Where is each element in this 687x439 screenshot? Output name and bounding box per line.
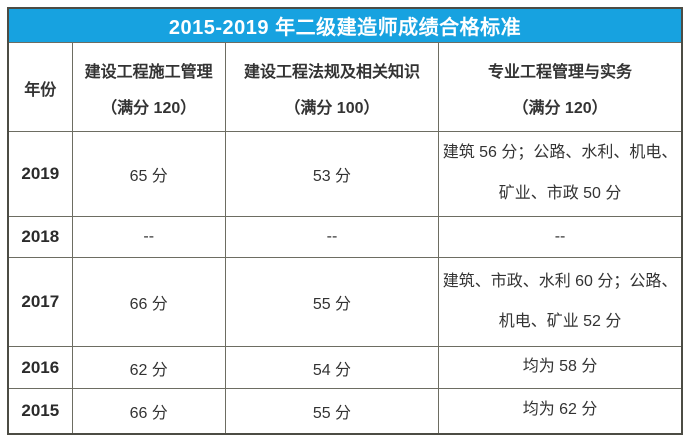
- regulations-score-cell: 55 分: [224, 257, 440, 348]
- col-header-year: 年份: [7, 41, 73, 132]
- year-cell: 2015: [7, 388, 73, 435]
- regulations-score-cell: 54 分: [224, 346, 440, 390]
- pass-score-table: 2015-2019 年二级建造师成绩合格标准 年份 建设工程施工管理 （满分 1…: [7, 7, 683, 435]
- management-score-cell: 65 分: [71, 130, 226, 217]
- practice-score-cell: 建筑、市政、水利 60 分；公路、机电、矿业 52 分: [438, 257, 683, 348]
- col-header-management-sub: （满分 120）: [101, 99, 197, 117]
- year-cell: 2019: [7, 130, 73, 217]
- col-header-practice-label: 专业工程管理与实务: [488, 63, 633, 81]
- col-header-practice: 专业工程管理与实务 （满分 120）: [438, 41, 683, 132]
- practice-score-cell: 建筑 56 分；公路、水利、机电、矿业、市政 50 分: [438, 130, 683, 217]
- management-score-cell: 66 分: [71, 388, 226, 435]
- management-score-cell: 62 分: [71, 346, 226, 390]
- year-cell: 2016: [7, 346, 73, 390]
- practice-score-cell: --: [438, 215, 683, 259]
- col-header-regulations: 建设工程法规及相关知识 （满分 100）: [224, 41, 440, 132]
- management-score-cell: --: [71, 215, 226, 259]
- col-header-management: 建设工程施工管理 （满分 120）: [71, 41, 226, 132]
- table-row: 2016 62 分 54 分 均为 58 分: [7, 346, 683, 390]
- col-header-regulations-label: 建设工程法规及相关知识: [243, 63, 420, 81]
- practice-score-cell: 均为 62 分: [438, 388, 683, 435]
- header-row: 年份 建设工程施工管理 （满分 120） 建设工程法规及相关知识 （满分 100…: [7, 41, 683, 132]
- year-cell: 2017: [7, 257, 73, 348]
- regulations-score-cell: --: [224, 215, 440, 259]
- regulations-score-cell: 55 分: [224, 388, 440, 435]
- col-header-management-label: 建设工程施工管理: [84, 63, 213, 81]
- col-header-year-label: 年份: [24, 81, 57, 99]
- table-title: 2015-2019 年二级建造师成绩合格标准: [7, 7, 683, 43]
- table-row: 2015 66 分 55 分 均为 62 分: [7, 388, 683, 435]
- title-row: 2015-2019 年二级建造师成绩合格标准: [7, 7, 683, 43]
- year-cell: 2018: [7, 215, 73, 259]
- col-header-regulations-sub: （满分 100）: [284, 99, 380, 117]
- practice-score-cell: 均为 58 分: [438, 346, 683, 390]
- table-row: 2018 -- -- --: [7, 215, 683, 259]
- regulations-score-cell: 53 分: [224, 130, 440, 217]
- col-header-practice-sub: （满分 120）: [512, 99, 608, 117]
- table-row: 2019 65 分 53 分 建筑 56 分；公路、水利、机电、矿业、市政 50…: [7, 130, 683, 217]
- management-score-cell: 66 分: [71, 257, 226, 348]
- table-row: 2017 66 分 55 分 建筑、市政、水利 60 分；公路、机电、矿业 52…: [7, 257, 683, 348]
